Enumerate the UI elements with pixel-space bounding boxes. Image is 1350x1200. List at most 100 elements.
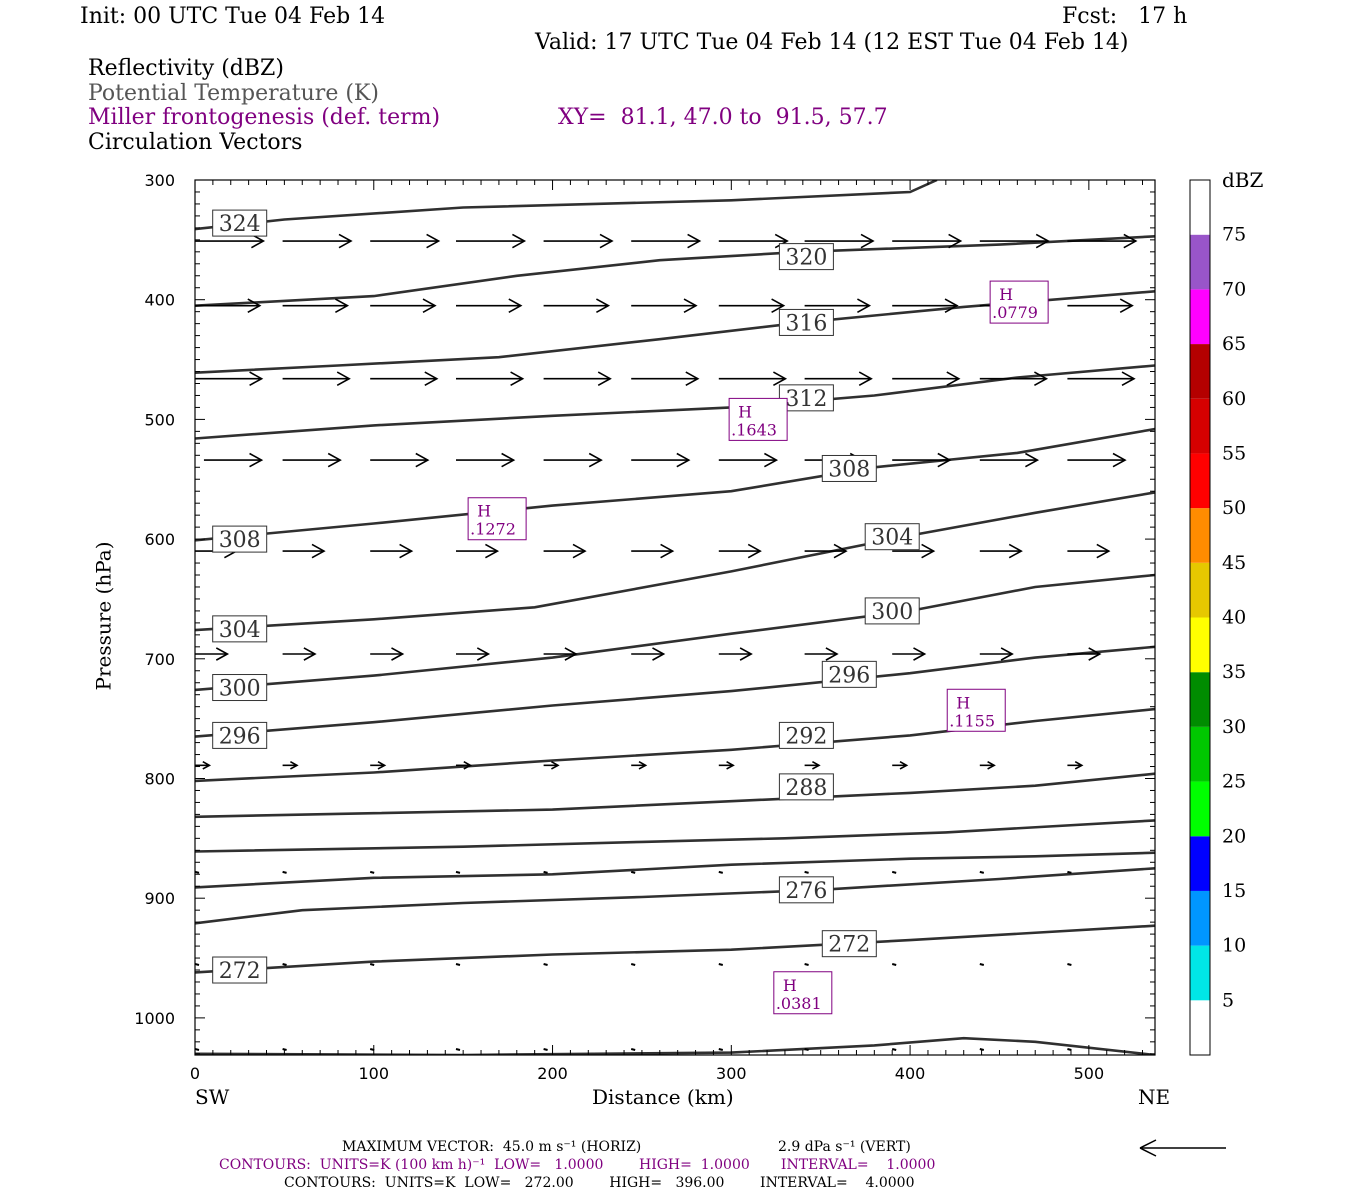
circulation-vector [718,543,762,559]
svg-text:H: H [783,976,797,995]
y-tick-label: 900 [144,889,175,908]
circulation-vector [370,543,414,559]
svg-text:296: 296 [828,663,870,688]
colorbar-tick-label: 25 [1222,771,1246,793]
colorbar-segment [1190,562,1210,618]
y-tick-label: 400 [144,291,175,310]
svg-text:324: 324 [219,212,261,237]
circulation-vector [804,963,809,966]
colorbar-tick-label: 15 [1222,880,1246,902]
colorbar-tick-label: 55 [1222,442,1246,464]
colorbar-title: dBZ [1222,168,1264,192]
colorbar-tick-label: 60 [1222,388,1246,410]
circulation-vector [543,647,578,661]
circulation-vector [1067,452,1127,468]
forecast-hour: Fcst: 17 h [1062,4,1188,29]
circulation-vector [370,298,437,313]
circulation-vector [630,963,636,966]
theta-contour-308 [195,427,1155,542]
circulation-vector [631,760,648,770]
theta-contour-label: 308 [212,525,268,553]
x-tick-label: 200 [537,1064,568,1083]
svg-text:272: 272 [219,959,261,984]
circulation-vector [1067,1048,1072,1051]
circulation-vector [195,963,200,966]
circulation-vector [1067,963,1072,966]
x-tick-label: 400 [895,1064,926,1083]
colorbar-segment [1190,398,1210,454]
colorbar-segment [1190,289,1210,345]
circulation-vectors-label: Circulation Vectors [88,130,303,155]
circulation-vector [804,647,839,661]
circulation-vector [370,452,430,468]
circulation-vector [979,233,1050,249]
circulation-vector [456,543,500,559]
circulation-vector [979,760,996,770]
colorbar-segment [1190,945,1210,1001]
circulation-vector [631,233,702,249]
colorbar-segment [1190,726,1210,782]
theta-contour-label: 308 [821,454,877,482]
y-tick-label: 700 [144,650,175,669]
colorbar-segment [1190,453,1210,509]
theta-contour-label: 304 [864,523,920,551]
theta-contour-296 [195,645,1155,738]
circulation-vector [804,1048,809,1051]
circulation-vector [891,963,897,966]
x-tick-label: 0 [190,1064,200,1083]
colorbar-tick-label: 45 [1222,552,1246,574]
theta-contour-label: 272 [212,956,268,984]
colorbar-segment [1190,672,1210,727]
circulation-vector [195,1048,200,1051]
circulation-vector [370,760,387,770]
theta-contour-316 [195,290,1155,374]
colorbar-segment [1190,836,1210,891]
svg-text:276: 276 [785,879,827,904]
circulation-vector [804,371,873,387]
theta-contour-label: 296 [212,721,268,749]
theta-contour-label: 292 [778,721,834,749]
circulation-vector [631,298,698,313]
circulation-vector [456,298,523,313]
theta-contour-label: 324 [212,209,268,237]
colorbar-tick-label: 35 [1222,661,1246,683]
frontogenesis-maximum: H.1643 [728,397,788,441]
theta-contour-288 [195,772,1155,819]
circulation-vector [282,543,326,559]
theta-contour-320 [195,235,1155,307]
circulation-vector [1067,298,1134,313]
colorbar-tick-label: 5 [1222,989,1234,1011]
circulation-vector [630,870,636,874]
circulation-vector [543,543,587,559]
svg-text:H: H [738,402,752,421]
theta-contour-label: 312 [778,384,834,412]
circulation-vector [456,233,527,249]
colorbar-segment [1190,781,1210,837]
circulation-vector [195,647,230,661]
x-axis-title: Distance (km) [592,1085,734,1109]
frontogenesis-label: Miller frontogenesis (def. term) [88,105,441,130]
x-tick-label: 500 [1074,1064,1105,1083]
circulation-vector [370,647,405,661]
colorbar-tick-label: 40 [1222,607,1246,629]
circulation-vector [543,870,548,874]
colorbar-tick-label: 50 [1222,497,1246,519]
svg-text:.1272: .1272 [470,520,516,539]
circulation-vector [718,963,724,966]
colorbar-segment [1190,617,1210,673]
circulation-vector [455,963,461,966]
svg-text:H: H [956,693,970,712]
y-tick-label: 800 [144,769,175,788]
circulation-vector [1067,233,1138,249]
y-tick-label: 1000 [134,1009,175,1028]
circulation-vector [718,452,779,468]
x-tick-label: 300 [716,1064,747,1083]
circulation-vector [891,1048,897,1051]
theta-contour-312 [195,364,1155,440]
colorbar-segment [1190,890,1210,946]
circulation-vector [892,647,927,661]
circulation-vector [630,1048,636,1051]
colorbar-tick-label: 30 [1222,716,1246,738]
svg-text:292: 292 [785,724,827,749]
circulation-vector [804,543,848,559]
